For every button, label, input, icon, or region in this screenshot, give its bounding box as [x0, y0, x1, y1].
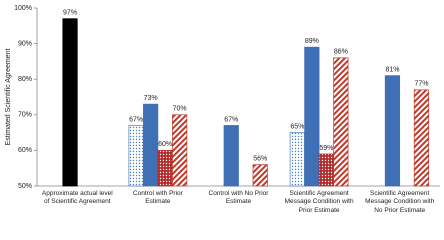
value-label: 67% [224, 116, 238, 123]
bar [289, 132, 305, 187]
x-tick-label: Scientific Agreement Message Condition w… [284, 190, 354, 214]
value-label: 86% [334, 49, 348, 56]
x-tick-label-box: Scientific Agreement Message Condition w… [284, 190, 354, 214]
y-tick-label: 60% [18, 147, 32, 154]
x-tick-label: Control with Prior Estimate [132, 190, 183, 206]
y-tick-label: 50% [18, 183, 32, 190]
bar [128, 125, 144, 187]
bar [252, 164, 268, 187]
chart: Estimated Scientific Agreement 50% 60% 70%… [5, 5, 440, 214]
y-axis-title: Estimated Scientific Agreement [5, 49, 12, 146]
x-tick-label: Approximate actual level of Scientific A… [41, 190, 113, 206]
value-label: 73% [144, 95, 158, 102]
value-label: 65% [290, 123, 304, 130]
bar [62, 18, 78, 187]
y-tick-label: 80% [18, 76, 32, 83]
bar [384, 75, 401, 187]
x-tick-label: Control with No Prior Estimate [208, 190, 269, 206]
x-tick-label-box: Scientific Agreement Message Condition w… [365, 190, 435, 214]
bar [413, 89, 430, 187]
y-tick-label: 90% [18, 40, 32, 47]
value-label: 67% [129, 116, 143, 123]
value-label: 89% [305, 38, 319, 45]
x-tick-label-box: Control with Prior Estimate [132, 190, 183, 206]
value-label: 56% [253, 155, 267, 162]
bar [143, 103, 159, 187]
y-tick-label: 100% [14, 5, 32, 12]
value-label: 97% [63, 10, 77, 17]
value-label: 60% [158, 141, 172, 148]
bar [333, 57, 349, 187]
value-label: 77% [414, 81, 428, 88]
bar [172, 114, 188, 187]
x-tick-label-box: Control with No Prior Estimate [208, 190, 269, 206]
value-label: 70% [173, 106, 187, 113]
value-label: 59% [319, 145, 333, 152]
bar [304, 46, 320, 187]
x-tick-label-box: Approximate actual level of Scientific A… [41, 190, 113, 206]
y-tick-label: 70% [18, 112, 32, 119]
value-label: 81% [385, 66, 399, 73]
bar [223, 125, 239, 187]
x-tick-label: Scientific Agreement Message Condition w… [365, 190, 435, 214]
bar [157, 150, 173, 187]
bar [318, 153, 334, 187]
